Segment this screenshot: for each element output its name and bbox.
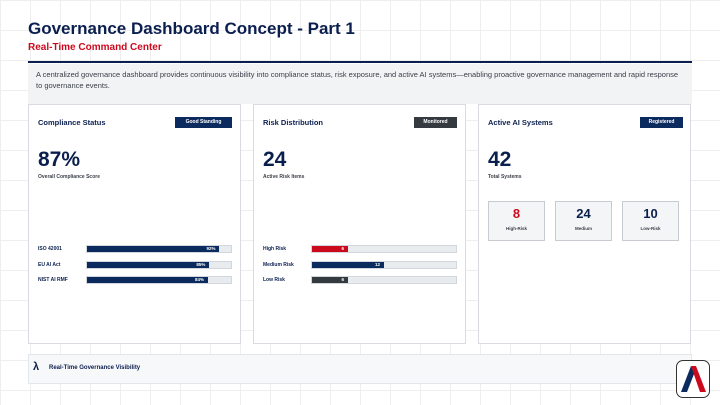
lambda-icon: λ: [33, 361, 40, 373]
brand-logo-mark: [681, 366, 706, 392]
compliance-score-label: Overall Compliance Score: [38, 174, 100, 180]
risk-count-label: Active Risk Items: [263, 174, 305, 180]
systems-card-title: Active AI Systems: [488, 118, 553, 127]
risk-bar-low: 6: [311, 276, 457, 284]
framework-bar-fill: 84%: [87, 277, 208, 283]
risk-bar-fill: 6: [312, 246, 348, 252]
brand-logo: [676, 360, 710, 398]
framework-label-eu: EU AI Act: [38, 262, 61, 268]
compliance-score-value: 87%: [38, 148, 81, 171]
framework-bar-fill: 85%: [87, 262, 210, 268]
systems-count-label: Total Systems: [488, 174, 522, 180]
footer-text: Real-Time Governance Visibility: [49, 365, 141, 371]
risk-bar-fill: 12: [312, 262, 384, 268]
risk-label-medium: Medium Risk: [263, 262, 294, 268]
medium-risk-label: Medium: [574, 226, 592, 231]
framework-bar-eu: 85%: [86, 261, 232, 269]
medium-risk-tile: 24 Medium: [555, 201, 612, 241]
systems-count-value: 42: [488, 148, 512, 171]
good-standing-badge: Good Standing: [175, 117, 232, 128]
risk-bar-fill: 6: [312, 277, 348, 283]
risk-label-low: Low Risk: [263, 277, 285, 283]
high-risk-label: High-Risk: [505, 226, 527, 231]
low-risk-tile: 10 Low-Risk: [622, 201, 679, 241]
title-divider: [28, 61, 692, 63]
monitored-badge: Monitored: [414, 117, 457, 128]
framework-bar-value: 92%: [206, 246, 216, 251]
page-title: Governance Dashboard Concept - Part 1: [28, 19, 355, 38]
risk-bar-value: 6: [341, 246, 344, 251]
active-ai-systems-card: Active AI Systems Registered 42 Total Sy…: [478, 104, 691, 344]
intro-text: A centralized governance dashboard provi…: [28, 64, 692, 104]
framework-bar-value: 84%: [194, 277, 204, 282]
risk-bar-medium: 12: [311, 261, 457, 269]
risk-bar-value: 6: [341, 277, 344, 282]
framework-bar-value: 85%: [196, 262, 206, 267]
high-risk-count: 8: [512, 206, 521, 221]
framework-bar-fill: 92%: [87, 246, 220, 252]
risk-distribution-card: Risk Distribution Monitored 24 Active Ri…: [253, 104, 466, 344]
medium-risk-count: 24: [576, 206, 591, 221]
framework-bar-nist: 84%: [86, 276, 232, 284]
low-risk-label: Low-Risk: [640, 226, 661, 231]
framework-bar-iso: 92%: [86, 245, 232, 253]
risk-label-high: High Risk: [263, 246, 287, 252]
framework-label-iso: ISO 42001: [38, 246, 62, 252]
high-risk-tile: 8 High-Risk: [488, 201, 545, 241]
risk-bar-high: 6: [311, 245, 457, 253]
framework-label-nist: NIST AI RMF: [38, 277, 68, 283]
registered-badge: Registered: [640, 117, 683, 128]
footer-bar: λ Real-Time Governance Visibility: [28, 354, 692, 384]
compliance-status-card: Compliance Status Good Standing 87% Over…: [28, 104, 241, 344]
risk-card-title: Risk Distribution: [263, 118, 324, 127]
compliance-card-title: Compliance Status: [38, 118, 106, 127]
low-risk-count: 10: [643, 206, 658, 221]
page-subtitle: Real-Time Command Center: [28, 42, 162, 53]
risk-count-value: 24: [263, 148, 287, 171]
risk-bar-value: 12: [374, 262, 380, 267]
